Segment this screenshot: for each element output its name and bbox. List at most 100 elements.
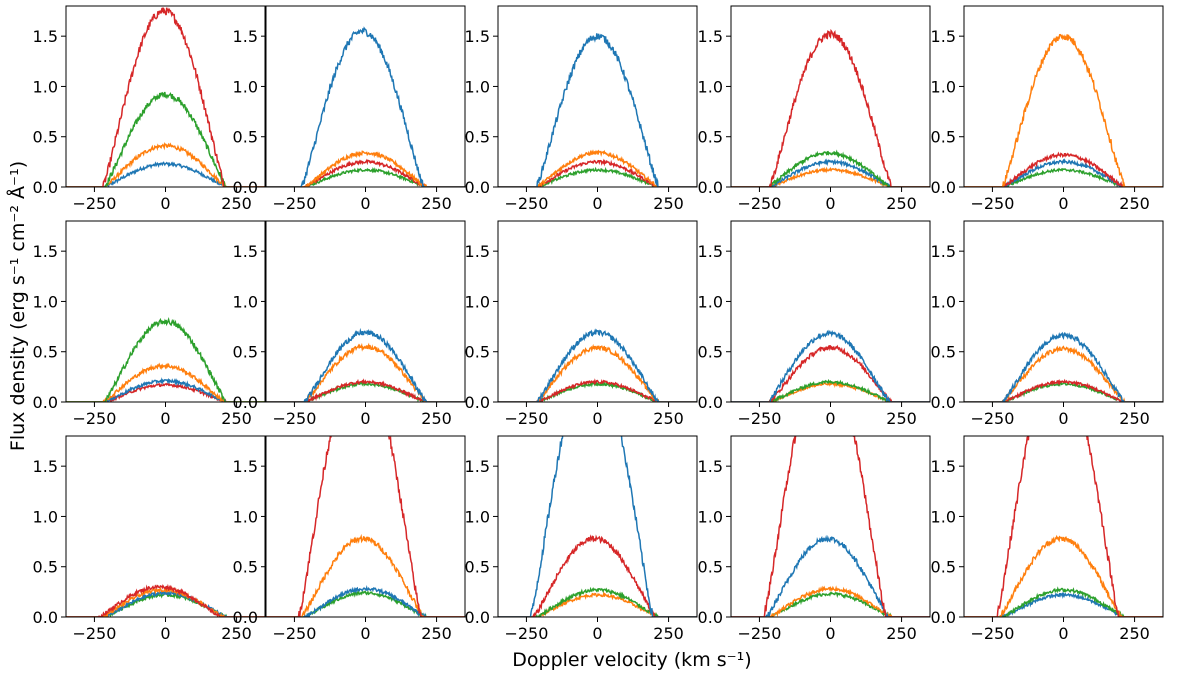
y-tick-label: 1.5	[233, 242, 258, 261]
subplot-r1c3: 0.0 0.5 1.0 1.5 −250 0 250	[465, 5, 698, 213]
subplot-r2c4: 0.0 0.5 1.0 1.5 −250 0 250	[698, 220, 931, 428]
y-axis-label: Flux density (erg s⁻¹ cm⁻² Å⁻¹)	[6, 161, 29, 451]
subplot-r3c4: 0.0 0.5 1.0 1.5 −250 0 250	[698, 435, 931, 643]
series-line-green	[266, 167, 465, 187]
series-line-blue	[964, 591, 1163, 617]
subplot-r1c1: 0.0 0.5 1.0 1.5 −250 0 250	[33, 5, 266, 213]
series-group	[964, 331, 1163, 402]
y-tick-label: 0.5	[931, 128, 956, 147]
series-line-orange	[731, 585, 930, 617]
series-line-blue	[498, 328, 697, 402]
y-tick-label: 0.5	[465, 343, 490, 362]
series-line-red	[964, 378, 1163, 402]
series-group	[266, 26, 465, 187]
axes-frame	[265, 5, 466, 188]
series-line-red	[266, 436, 465, 617]
y-tick-label: 1.5	[698, 457, 723, 476]
y-tick-label: 0.0	[465, 178, 490, 197]
x-tick-label: 250	[1119, 624, 1150, 643]
series-line-orange	[964, 345, 1163, 402]
axes-frame	[497, 5, 698, 188]
x-tick-label: 0	[825, 624, 835, 643]
y-tick-label: 1.5	[33, 27, 58, 46]
series-line-orange	[964, 33, 1163, 187]
x-tick-label: 0	[1058, 194, 1068, 213]
y-tick-label: 1.5	[465, 242, 490, 261]
x-tick-label: −250	[72, 194, 116, 213]
x-tick-label: 250	[886, 194, 917, 213]
y-tick-label: 0.0	[233, 608, 258, 627]
series-line-orange	[66, 142, 265, 187]
series-group	[964, 33, 1163, 187]
y-tick-label: 1.0	[33, 292, 58, 311]
series-line-orange	[66, 362, 265, 402]
series-line-orange	[731, 166, 930, 187]
y-tick-label: 1.0	[931, 292, 956, 311]
y-tick-label: 0.5	[33, 343, 58, 362]
series-line-orange	[266, 150, 465, 187]
series-line-red	[266, 158, 465, 187]
subplot-r1c4: 0.0 0.5 1.0 1.5 −250 0 250	[698, 5, 931, 213]
y-tick-label: 1.5	[698, 27, 723, 46]
y-tick-label: 1.5	[931, 27, 956, 46]
y-tick-label: 1.5	[465, 457, 490, 476]
series-line-green	[964, 167, 1163, 187]
x-tick-label: 0	[360, 409, 370, 428]
series-line-orange	[66, 586, 265, 617]
x-tick-label: −250	[737, 409, 781, 428]
y-tick-label: 0.5	[33, 128, 58, 147]
x-tick-label: 0	[825, 409, 835, 428]
y-tick-label: 0.5	[698, 558, 723, 577]
series-line-green	[498, 380, 697, 402]
series-line-green	[964, 381, 1163, 402]
x-tick-label: 0	[160, 624, 170, 643]
x-tick-label: 250	[653, 624, 684, 643]
x-tick-label: −250	[72, 624, 116, 643]
y-tick-label: 0.5	[233, 343, 258, 362]
series-line-blue	[964, 158, 1163, 187]
x-tick-label: −250	[737, 194, 781, 213]
y-tick-label: 0.0	[698, 393, 723, 412]
series-line-orange	[731, 380, 930, 402]
x-tick-label: 0	[360, 194, 370, 213]
subplot-r1c5: 0.0 0.5 1.0 1.5 −250 0 250	[931, 5, 1164, 213]
y-tick-label: 0.0	[33, 608, 58, 627]
y-tick-label: 1.0	[465, 292, 490, 311]
x-tick-label: −250	[272, 624, 316, 643]
x-tick-label: 250	[653, 409, 684, 428]
x-tick-label: −250	[272, 194, 316, 213]
x-tick-label: −250	[72, 409, 116, 428]
y-tick-label: 0.5	[233, 128, 258, 147]
y-tick-label: 0.0	[233, 393, 258, 412]
series-line-blue	[66, 161, 265, 187]
y-tick-label: 0.0	[931, 608, 956, 627]
x-tick-label: 0	[360, 624, 370, 643]
x-tick-label: 250	[886, 624, 917, 643]
subplot-r3c1: 0.0 0.5 1.0 1.5 −250 0 250	[33, 435, 266, 643]
series-group	[731, 28, 930, 187]
y-tick-label: 0.0	[931, 393, 956, 412]
series-line-blue	[731, 329, 930, 402]
subplot-r2c5: 0.0 0.5 1.0 1.5 −250 0 250	[931, 220, 1164, 428]
y-tick-label: 0.0	[698, 178, 723, 197]
x-tick-label: −250	[970, 194, 1014, 213]
x-tick-label: −250	[504, 194, 548, 213]
x-tick-label: 250	[653, 194, 684, 213]
series-line-blue	[66, 377, 265, 402]
series-line-orange	[498, 149, 697, 187]
x-tick-label: 0	[825, 194, 835, 213]
x-tick-label: 0	[160, 409, 170, 428]
series-line-green	[731, 591, 930, 617]
series-group	[66, 7, 265, 187]
series-group	[66, 583, 265, 617]
series-line-blue	[731, 158, 930, 187]
x-tick-label: 250	[221, 624, 252, 643]
y-tick-label: 1.5	[698, 242, 723, 261]
y-tick-label: 1.0	[233, 77, 258, 96]
series-line-blue	[66, 589, 265, 617]
series-line-red	[66, 583, 265, 617]
series-line-blue	[266, 585, 465, 617]
series-line-green	[66, 316, 265, 402]
series-line-blue	[266, 327, 465, 402]
series-line-red	[964, 436, 1163, 617]
